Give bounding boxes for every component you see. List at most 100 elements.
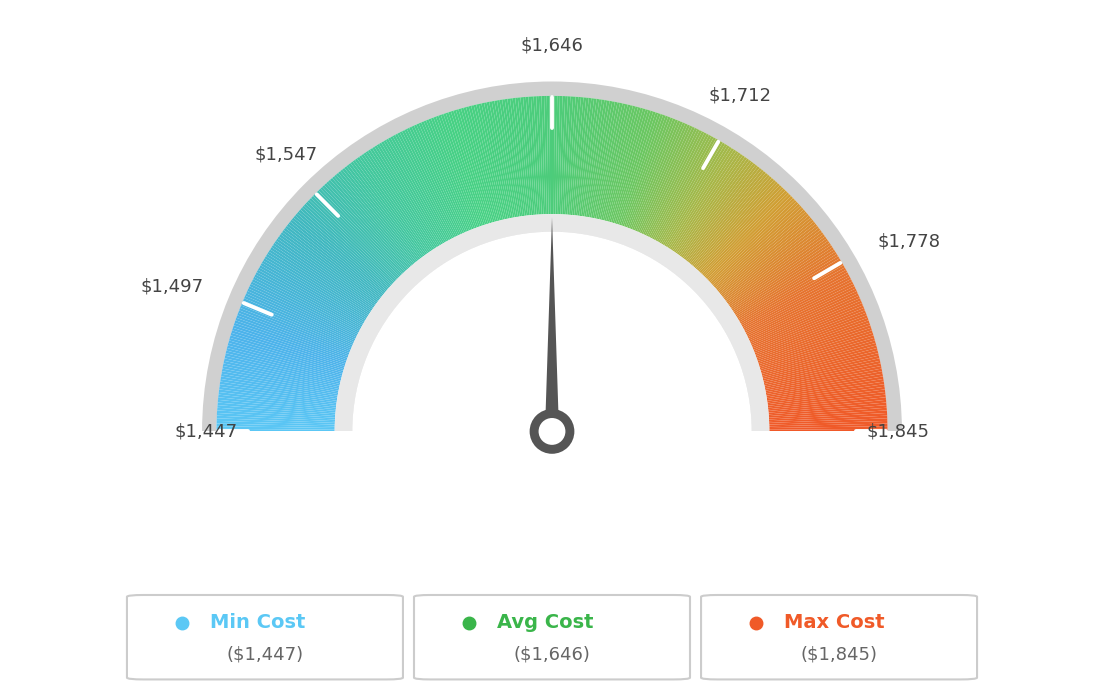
Text: Avg Cost: Avg Cost <box>497 613 593 632</box>
Wedge shape <box>766 371 882 394</box>
Wedge shape <box>240 308 350 353</box>
Wedge shape <box>288 221 382 297</box>
Wedge shape <box>590 101 613 217</box>
Wedge shape <box>438 115 480 227</box>
Wedge shape <box>397 132 454 239</box>
Wedge shape <box>766 379 884 399</box>
Wedge shape <box>526 97 537 215</box>
Wedge shape <box>426 119 473 230</box>
Wedge shape <box>682 163 755 259</box>
Wedge shape <box>404 129 458 236</box>
Wedge shape <box>317 190 401 277</box>
Wedge shape <box>446 112 485 226</box>
Wedge shape <box>361 154 429 253</box>
Wedge shape <box>240 306 351 351</box>
Wedge shape <box>688 170 764 263</box>
Wedge shape <box>330 178 410 268</box>
Wedge shape <box>414 124 464 233</box>
Wedge shape <box>219 392 337 408</box>
Text: $1,646: $1,646 <box>521 37 583 55</box>
Wedge shape <box>671 151 739 250</box>
Wedge shape <box>217 408 336 417</box>
Wedge shape <box>725 230 821 302</box>
Wedge shape <box>352 232 752 431</box>
Wedge shape <box>263 258 365 321</box>
Wedge shape <box>381 141 443 244</box>
Wedge shape <box>763 351 879 381</box>
Wedge shape <box>576 98 592 215</box>
Wedge shape <box>216 418 335 424</box>
Wedge shape <box>290 219 383 295</box>
Wedge shape <box>754 308 864 353</box>
Wedge shape <box>677 157 747 255</box>
Wedge shape <box>559 96 565 215</box>
Wedge shape <box>393 135 450 240</box>
Wedge shape <box>227 343 342 376</box>
Wedge shape <box>217 402 336 415</box>
Wedge shape <box>601 105 630 220</box>
Wedge shape <box>539 96 545 215</box>
Wedge shape <box>733 245 832 312</box>
Wedge shape <box>750 291 858 342</box>
Wedge shape <box>746 282 853 336</box>
Wedge shape <box>318 188 402 275</box>
Wedge shape <box>344 166 418 261</box>
Wedge shape <box>300 208 390 288</box>
Wedge shape <box>624 115 666 227</box>
Wedge shape <box>424 121 470 230</box>
Wedge shape <box>769 428 888 431</box>
Wedge shape <box>325 184 406 272</box>
Wedge shape <box>372 147 437 248</box>
Wedge shape <box>649 131 704 238</box>
FancyBboxPatch shape <box>414 595 690 680</box>
Wedge shape <box>217 400 336 413</box>
Wedge shape <box>667 147 732 248</box>
Wedge shape <box>277 237 375 306</box>
Wedge shape <box>713 206 802 286</box>
Wedge shape <box>761 338 875 373</box>
Wedge shape <box>599 104 628 219</box>
Wedge shape <box>627 117 670 228</box>
Wedge shape <box>705 194 792 279</box>
Wedge shape <box>703 190 787 277</box>
Wedge shape <box>340 170 416 263</box>
Wedge shape <box>767 389 885 406</box>
Wedge shape <box>395 134 452 239</box>
Wedge shape <box>406 128 459 235</box>
Wedge shape <box>750 293 859 344</box>
Wedge shape <box>487 102 511 218</box>
Wedge shape <box>742 270 847 328</box>
Wedge shape <box>291 217 384 294</box>
Wedge shape <box>491 101 514 217</box>
Wedge shape <box>755 313 867 356</box>
Wedge shape <box>388 137 447 242</box>
Circle shape <box>539 418 565 445</box>
Wedge shape <box>418 122 467 232</box>
Wedge shape <box>499 99 520 217</box>
Wedge shape <box>767 392 885 408</box>
Wedge shape <box>716 212 807 290</box>
Wedge shape <box>518 97 531 215</box>
Wedge shape <box>374 146 438 247</box>
Wedge shape <box>245 293 354 344</box>
Wedge shape <box>431 117 475 229</box>
Wedge shape <box>347 165 421 259</box>
Text: $1,845: $1,845 <box>867 422 930 440</box>
Wedge shape <box>231 333 344 369</box>
Wedge shape <box>224 358 340 386</box>
Wedge shape <box>694 178 774 268</box>
Wedge shape <box>745 277 851 333</box>
Wedge shape <box>383 140 444 244</box>
Wedge shape <box>225 353 341 382</box>
Wedge shape <box>756 315 868 358</box>
Wedge shape <box>767 387 885 404</box>
Wedge shape <box>495 101 517 217</box>
Wedge shape <box>737 256 839 319</box>
Wedge shape <box>756 318 869 359</box>
Wedge shape <box>769 415 888 423</box>
Wedge shape <box>474 105 503 220</box>
Wedge shape <box>379 143 442 245</box>
Wedge shape <box>763 353 879 382</box>
Wedge shape <box>221 376 338 397</box>
Wedge shape <box>619 112 658 226</box>
